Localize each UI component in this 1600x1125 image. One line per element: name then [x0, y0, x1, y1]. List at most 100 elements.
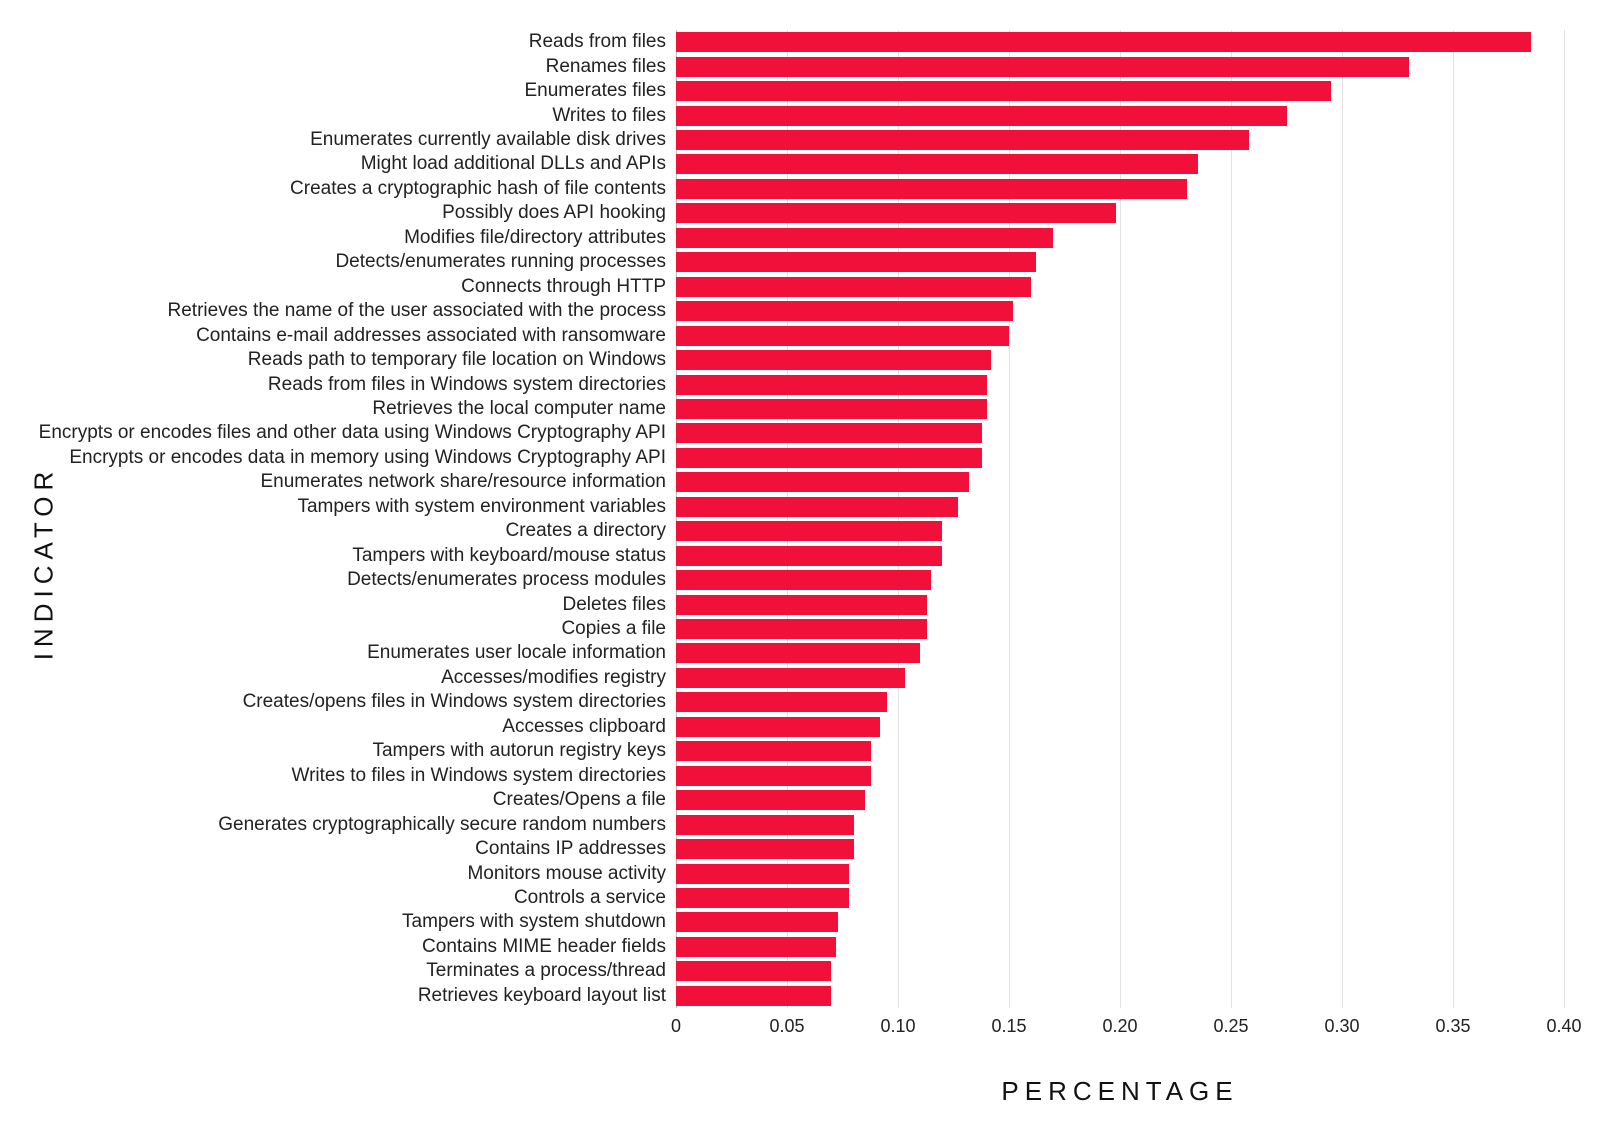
bar-row: Contains e-mail addresses associated wit… [676, 326, 1564, 346]
bar [676, 399, 987, 419]
gridline [1231, 30, 1232, 1008]
indicator-percentage-chart: INDICATOR PERCENTAGE 00.050.100.150.200.… [0, 0, 1600, 1125]
bar [676, 81, 1331, 101]
bar-label: Creates/opens files in Windows system di… [243, 691, 666, 713]
bar-row: Enumerates files [676, 81, 1564, 101]
bar-label: Encrypts or encodes files and other data… [39, 422, 666, 444]
x-axis-title: PERCENTAGE [676, 1076, 1564, 1107]
bar-row: Tampers with autorun registry keys [676, 741, 1564, 761]
bar-row: Controls a service [676, 888, 1564, 908]
bar-row: Connects through HTTP [676, 277, 1564, 297]
bar-label: Detects/enumerates process modules [347, 569, 666, 591]
x-tick-label: 0.30 [1324, 1016, 1359, 1037]
bar-label: Tampers with keyboard/mouse status [352, 545, 666, 567]
x-tick-label: 0.35 [1435, 1016, 1470, 1037]
bar-row: Reads from files [676, 32, 1564, 52]
bar-row: Writes to files [676, 106, 1564, 126]
bar [676, 32, 1531, 52]
bar-row: Might load additional DLLs and APIs [676, 154, 1564, 174]
bar-label: Contains IP addresses [475, 838, 666, 860]
bar-label: Accesses clipboard [502, 716, 666, 738]
bar [676, 790, 865, 810]
bar [676, 619, 927, 639]
bar-row: Detects/enumerates process modules [676, 570, 1564, 590]
bar-row: Tampers with system shutdown [676, 912, 1564, 932]
bar [676, 472, 969, 492]
bar-row: Retrieves keyboard layout list [676, 986, 1564, 1006]
bar-label: Retrieves the local computer name [372, 398, 666, 420]
bar-label: Writes to files [552, 105, 666, 127]
bar-label: Retrieves the name of the user associate… [168, 300, 666, 322]
bar [676, 57, 1409, 77]
bar-row: Retrieves the local computer name [676, 399, 1564, 419]
bar [676, 668, 905, 688]
bar-label: Enumerates currently available disk driv… [310, 129, 666, 151]
bar-row: Renames files [676, 57, 1564, 77]
bar-label: Retrieves keyboard layout list [418, 985, 666, 1007]
bar [676, 154, 1198, 174]
bar-row: Copies a file [676, 619, 1564, 639]
bar [676, 448, 982, 468]
x-tick-label: 0.15 [991, 1016, 1026, 1037]
bar-row: Enumerates currently available disk driv… [676, 130, 1564, 150]
bar-row: Creates/opens files in Windows system di… [676, 692, 1564, 712]
bar-label: Reads from files [529, 31, 666, 53]
bar-label: Renames files [546, 56, 666, 78]
bar [676, 815, 854, 835]
bar-label: Detects/enumerates running processes [335, 251, 666, 273]
bar-label: Possibly does API hooking [442, 202, 666, 224]
bar [676, 986, 831, 1006]
bar-row: Writes to files in Windows system direct… [676, 766, 1564, 786]
bar [676, 937, 836, 957]
bar-label: Generates cryptographically secure rando… [218, 814, 666, 836]
x-tick-label: 0.20 [1102, 1016, 1137, 1037]
bar [676, 766, 871, 786]
bar-row: Creates a cryptographic hash of file con… [676, 179, 1564, 199]
bar-row: Creates/Opens a file [676, 790, 1564, 810]
x-tick-label: 0.25 [1213, 1016, 1248, 1037]
bar-label: Monitors mouse activity [467, 863, 666, 885]
bar-row: Deletes files [676, 595, 1564, 615]
bar-row: Contains MIME header fields [676, 937, 1564, 957]
bar-row: Accesses clipboard [676, 717, 1564, 737]
y-axis-title: INDICATOR [29, 465, 60, 660]
axis-zero-line [676, 30, 677, 1008]
bar-label: Reads path to temporary file location on… [248, 349, 666, 371]
bar-label: Tampers with system environment variable… [297, 496, 666, 518]
x-tick-label: 0.05 [769, 1016, 804, 1037]
bar-row: Generates cryptographically secure rando… [676, 815, 1564, 835]
bar-label: Tampers with system shutdown [402, 911, 666, 933]
bar-label: Terminates a process/thread [426, 960, 666, 982]
bar [676, 497, 958, 517]
bar-label: Controls a service [514, 887, 666, 909]
bar-row: Accesses/modifies registry [676, 668, 1564, 688]
bar-row: Retrieves the name of the user associate… [676, 301, 1564, 321]
bar [676, 203, 1116, 223]
gridline [1564, 30, 1565, 1008]
bar [676, 326, 1009, 346]
bar-label: Tampers with autorun registry keys [372, 740, 666, 762]
bar [676, 228, 1053, 248]
bar-label: Enumerates files [524, 80, 666, 102]
bar-row: Reads path to temporary file location on… [676, 350, 1564, 370]
bar-row: Modifies file/directory attributes [676, 228, 1564, 248]
bar [676, 277, 1031, 297]
bar-label: Might load additional DLLs and APIs [361, 153, 666, 175]
bar-label: Connects through HTTP [461, 276, 666, 298]
plot-area: 00.050.100.150.200.250.300.350.40Reads f… [676, 30, 1564, 1008]
bar-label: Contains e-mail addresses associated wit… [196, 325, 666, 347]
bar-row: Detects/enumerates running processes [676, 252, 1564, 272]
x-tick-label: 0.10 [880, 1016, 915, 1037]
bar-label: Copies a file [561, 618, 666, 640]
bar [676, 839, 854, 859]
bar-row: Encrypts or encodes data in memory using… [676, 448, 1564, 468]
bar [676, 595, 927, 615]
bar-row: Tampers with keyboard/mouse status [676, 546, 1564, 566]
bar-label: Encrypts or encodes data in memory using… [69, 447, 666, 469]
bar [676, 106, 1287, 126]
bar-label: Creates a directory [505, 520, 666, 542]
bar [676, 888, 849, 908]
bar [676, 375, 987, 395]
bar [676, 546, 942, 566]
gridline [1342, 30, 1343, 1008]
